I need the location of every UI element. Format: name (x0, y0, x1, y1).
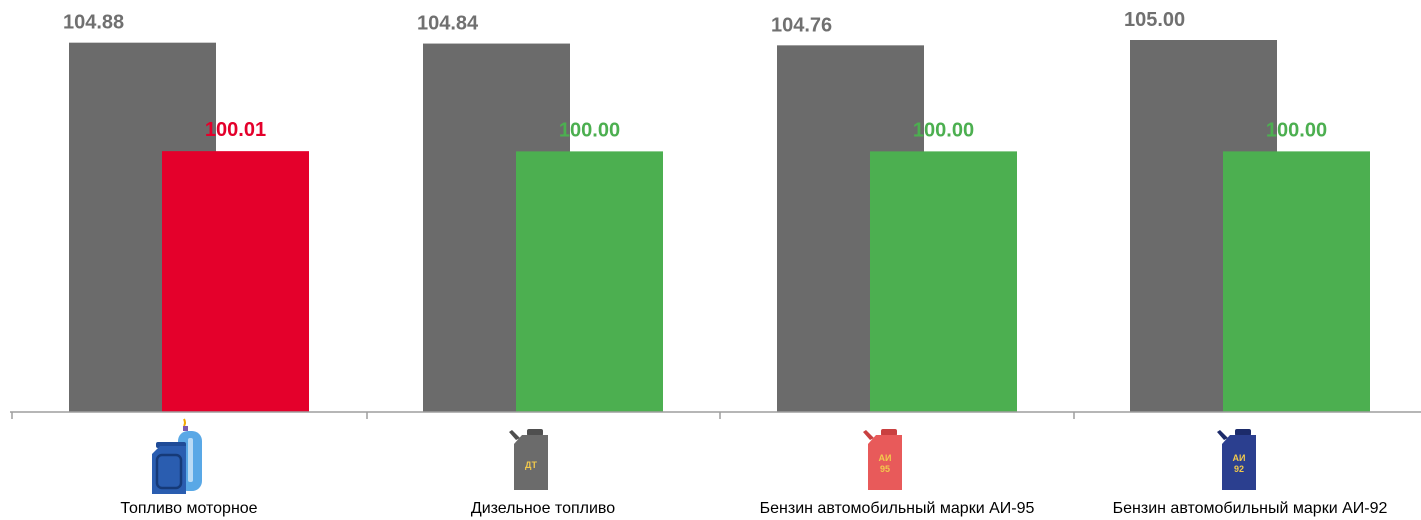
category-label-2: Дизельное топливо (471, 500, 615, 517)
value-labels-group: 104.88 100.01 104.84 100.00 104.76 100.00 105.… (63, 9, 1327, 141)
category-label-3: Бензин автомобильный марки АИ-95 (760, 500, 1035, 517)
x-axis (10, 411, 1421, 419)
svg-text:АИ: АИ (1233, 453, 1246, 463)
value-label-series1-3: 104.76 (771, 14, 832, 36)
canister-gas-cylinder-icon (152, 418, 202, 494)
value-label-series1-2: 104.84 (417, 13, 479, 35)
svg-text:92: 92 (1234, 464, 1244, 474)
bar-series2-4 (1223, 151, 1370, 412)
svg-text:АИ: АИ (879, 453, 892, 463)
category-label-4: Бензин автомобильный марки АИ-92 (1113, 500, 1388, 517)
diesel-canister-icon: ДТ (509, 429, 548, 490)
svg-text:95: 95 (880, 464, 890, 474)
value-label-series2-2: 100.00 (559, 119, 620, 141)
value-label-series2-3: 100.00 (913, 119, 974, 141)
value-label-series1-1: 104.88 (63, 12, 124, 34)
value-label-series2-1: 100.01 (205, 119, 266, 141)
bar-series2-3 (870, 151, 1017, 412)
svg-text:ДТ: ДТ (525, 460, 537, 470)
category-labels-group: Топливо моторное Дизельное топливо Бензин … (120, 500, 1387, 517)
bar-series2-2 (516, 151, 663, 412)
value-label-series2-4: 100.00 (1266, 119, 1327, 141)
category-label-1: Топливо моторное (120, 500, 257, 517)
bar-series2-1 (162, 151, 309, 413)
value-label-series1-4: 105.00 (1124, 9, 1185, 31)
bars-group (69, 40, 1370, 413)
